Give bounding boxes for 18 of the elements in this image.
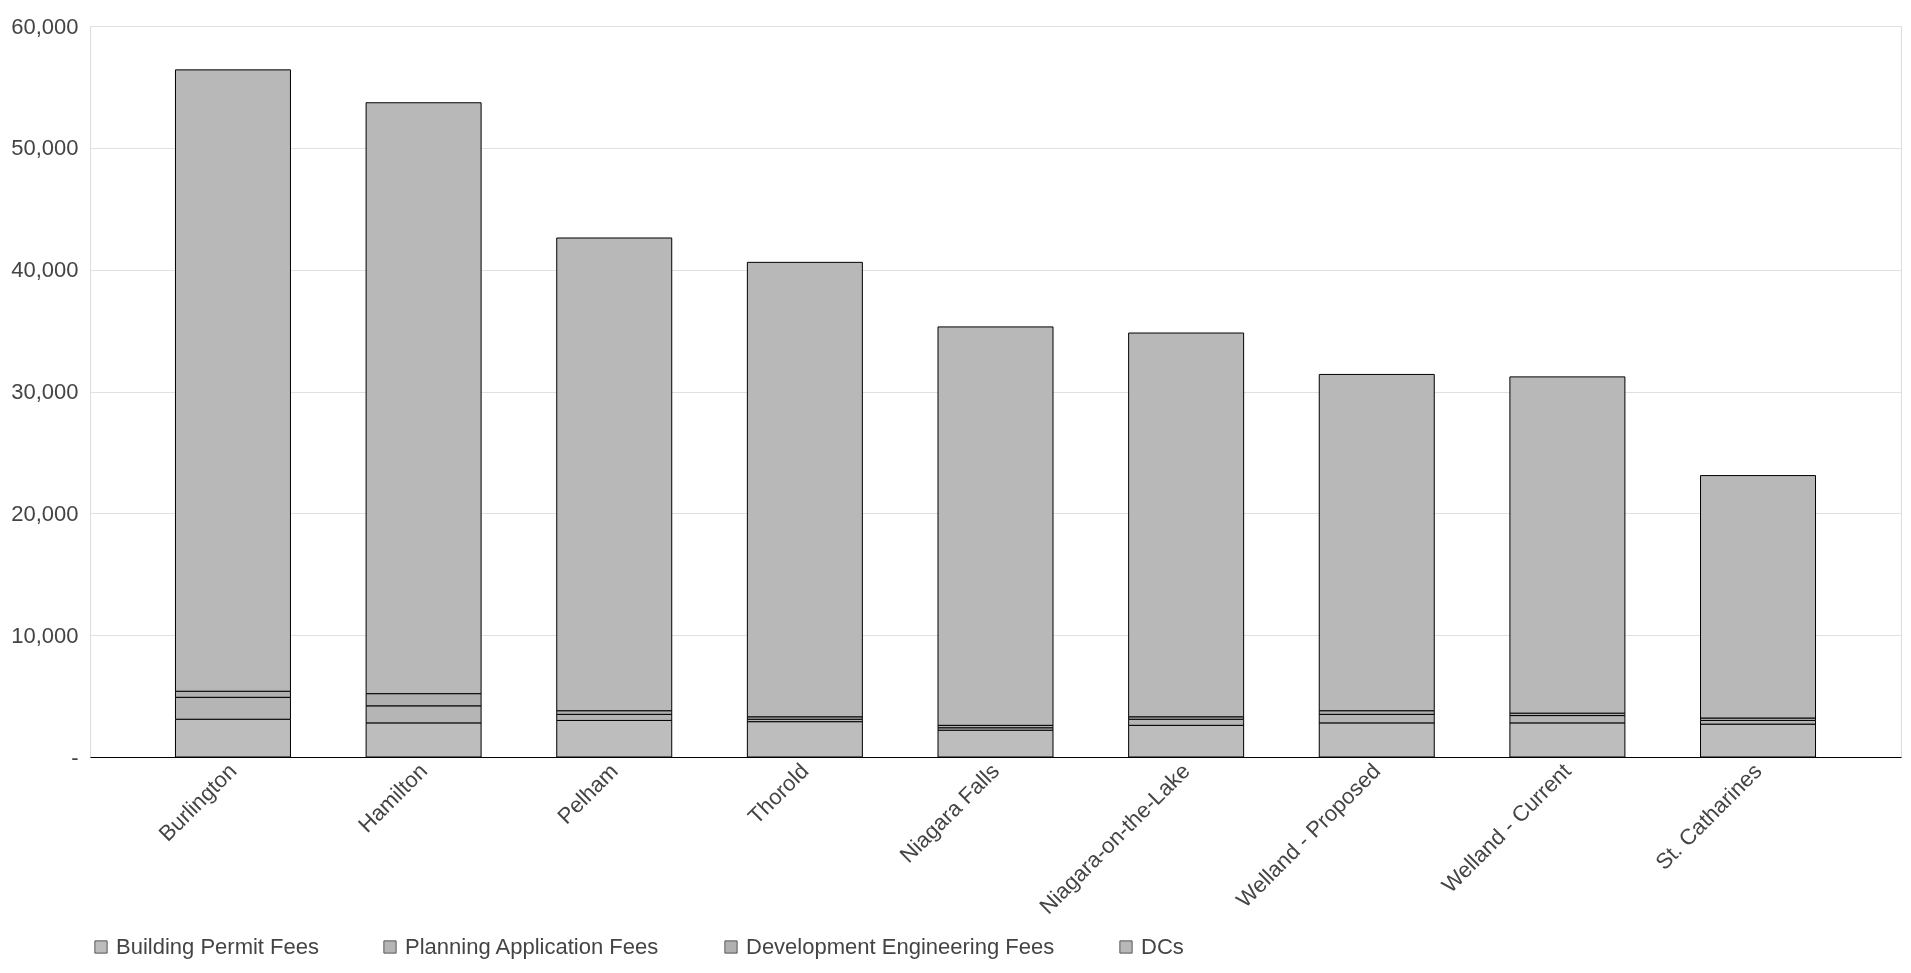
y-tick-label: - — [71, 744, 79, 770]
y-tick-label: 40,000 — [11, 257, 79, 283]
y-tick-label: 60,000 — [11, 13, 79, 39]
legend-label: Planning Application Fees — [405, 934, 659, 959]
y-tick-label: 10,000 — [11, 622, 79, 648]
legend-label: DCs — [1141, 934, 1184, 959]
bar — [556, 237, 673, 712]
bar — [746, 261, 863, 718]
y-tick-label: 30,000 — [11, 379, 79, 404]
legend-label: Building Permit Fees — [116, 934, 319, 959]
bar — [1318, 373, 1435, 712]
bar — [1700, 475, 1817, 719]
bar — [937, 326, 1054, 726]
legend-label: Development Engineering Fees — [746, 934, 1055, 959]
bar — [1128, 332, 1245, 718]
y-tick-label: 20,000 — [11, 500, 79, 526]
bar — [1509, 376, 1626, 714]
y-tick-label: 50,000 — [11, 135, 79, 161]
